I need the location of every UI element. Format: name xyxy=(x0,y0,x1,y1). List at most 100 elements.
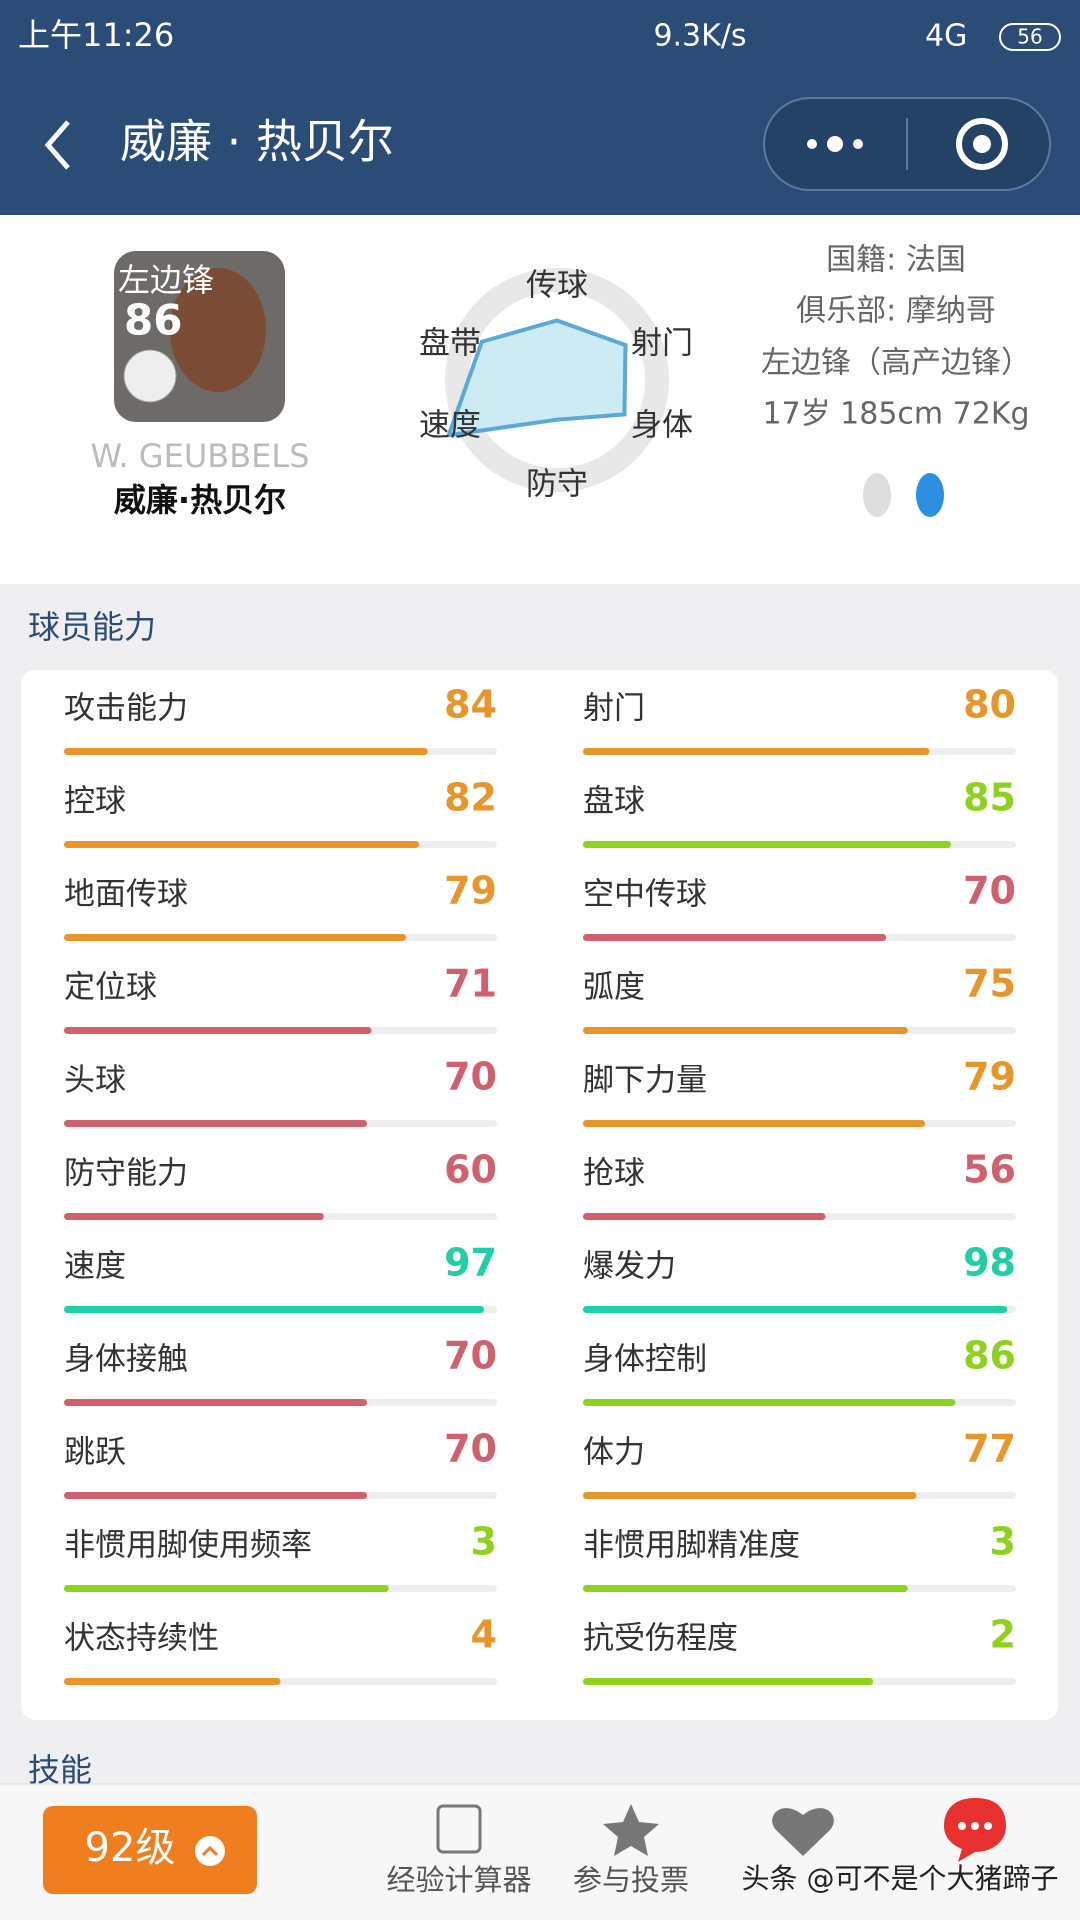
more-button[interactable] xyxy=(807,136,863,152)
stat-label: 跳跃 xyxy=(64,1435,126,1471)
stat-label: 爆发力 xyxy=(583,1249,676,1285)
stat-value: 97 xyxy=(444,1241,497,1285)
feet-icon xyxy=(863,473,944,517)
level-up-icon xyxy=(195,1836,225,1866)
back-button[interactable] xyxy=(44,120,70,170)
stat-bar xyxy=(583,934,887,941)
stat-bar xyxy=(583,1585,908,1592)
net-speed: 9.3K/s xyxy=(653,19,746,54)
skills-title: 技能 xyxy=(28,1751,92,1789)
stat-value: 86 xyxy=(963,1334,1016,1378)
stat-bar xyxy=(583,1027,908,1034)
vote-icon[interactable] xyxy=(603,1804,659,1856)
stat-label: 盘球 xyxy=(583,784,645,820)
calculator-icon[interactable] xyxy=(436,1804,482,1854)
stat-label: 抗受伤程度 xyxy=(583,1621,738,1657)
comment-dots xyxy=(958,1822,992,1830)
stat-value: 98 xyxy=(963,1241,1016,1285)
stat-value: 70 xyxy=(444,1334,497,1378)
radar-ring xyxy=(445,268,669,492)
stat-label: 非惯用脚使用频率 xyxy=(64,1528,312,1564)
stat-bar xyxy=(64,1678,281,1685)
card-rating: 86 xyxy=(124,296,182,345)
stat-bar xyxy=(64,1027,372,1034)
stat-value: 70 xyxy=(444,1055,497,1099)
watermark: 头条 @可不是个大猪蹄子 xyxy=(742,1862,1059,1895)
stat-label: 地面传球 xyxy=(64,877,188,913)
stat-value: 3 xyxy=(990,1520,1016,1564)
stat-value: 2 xyxy=(990,1613,1016,1657)
stat-value: 56 xyxy=(963,1148,1016,1192)
level-up-chevron xyxy=(201,1845,219,1857)
nationality: 国籍: 法国 xyxy=(826,243,966,278)
name-cn: 威廉·热贝尔 xyxy=(114,481,286,519)
close-button[interactable] xyxy=(956,118,1008,170)
stat-bar xyxy=(583,748,930,755)
network: 4G xyxy=(925,19,967,54)
name-en: W. GEUBBELS xyxy=(90,437,309,475)
stat-value: 70 xyxy=(444,1427,497,1471)
role: 左边锋（高产边锋） xyxy=(761,346,1031,381)
club: 俱乐部: 摩纳哥 xyxy=(796,294,996,329)
stat-label: 控球 xyxy=(64,784,126,820)
stat-value: 3 xyxy=(471,1520,497,1564)
stat-bar xyxy=(583,1306,1008,1313)
player-face xyxy=(170,268,266,392)
stat-value: 85 xyxy=(963,776,1016,820)
stat-value: 77 xyxy=(963,1427,1016,1471)
radar-label: 速度 xyxy=(419,408,481,444)
stat-bar xyxy=(64,1585,389,1592)
stat-value: 4 xyxy=(471,1613,497,1657)
club-badge xyxy=(123,349,177,403)
stat-bar xyxy=(64,1213,324,1220)
stat-bar xyxy=(64,934,407,941)
radar-label: 防守 xyxy=(526,467,588,503)
radar-label: 盘带 xyxy=(419,326,481,362)
battery-level: 56 xyxy=(1017,25,1042,49)
stat-label: 状态持续性 xyxy=(64,1621,219,1657)
radar-label: 射门 xyxy=(631,326,693,362)
stat-bar xyxy=(64,841,420,848)
stat-label: 脚下力量 xyxy=(583,1063,707,1099)
tab-label[interactable]: 经验计算器 xyxy=(386,1863,531,1897)
stat-bar xyxy=(583,1492,917,1499)
stat-bar xyxy=(64,1306,485,1313)
stat-bar xyxy=(64,748,428,755)
level: 92级 xyxy=(85,1825,176,1871)
stat-bar xyxy=(583,841,952,848)
time: 上午11:26 xyxy=(18,16,174,54)
stat-label: 体力 xyxy=(583,1435,645,1471)
radar-shape xyxy=(445,318,628,438)
like-icon[interactable] xyxy=(772,1808,834,1856)
stat-value: 79 xyxy=(444,869,497,913)
stat-value: 82 xyxy=(444,776,497,820)
stat-bar xyxy=(64,1399,368,1406)
stat-label: 攻击能力 xyxy=(64,691,188,727)
stat-label: 防守能力 xyxy=(64,1156,188,1192)
stat-label: 非惯用脚精准度 xyxy=(583,1528,800,1564)
stat-bar xyxy=(583,1399,956,1406)
stat-value: 75 xyxy=(963,962,1016,1006)
tab-label[interactable]: 参与投票 xyxy=(573,1863,689,1897)
stat-label: 弧度 xyxy=(583,970,645,1006)
stat-bar xyxy=(583,1120,926,1127)
stat-label: 头球 xyxy=(64,1063,126,1099)
stat-label: 射门 xyxy=(583,691,645,727)
stat-label: 空中传球 xyxy=(583,877,707,913)
stat-value: 71 xyxy=(444,962,497,1006)
stat-bar xyxy=(583,1678,874,1685)
radar-label: 传球 xyxy=(526,268,588,304)
stat-value: 79 xyxy=(963,1055,1016,1099)
stats: 攻击能力 84 控球 82 地面传球 79 定位球 71 头球 70 防守能力 60 速度 97 身体接触 7… xyxy=(64,683,1016,1685)
stat-value: 84 xyxy=(444,683,497,727)
stat-label: 身体控制 xyxy=(583,1342,707,1378)
level-button[interactable] xyxy=(43,1806,257,1894)
stat-label: 身体接触 xyxy=(64,1342,188,1378)
section-title: 球员能力 xyxy=(28,608,156,646)
stat-value: 80 xyxy=(963,683,1016,727)
stat-label: 定位球 xyxy=(64,970,157,1006)
stat-value: 70 xyxy=(963,869,1016,913)
